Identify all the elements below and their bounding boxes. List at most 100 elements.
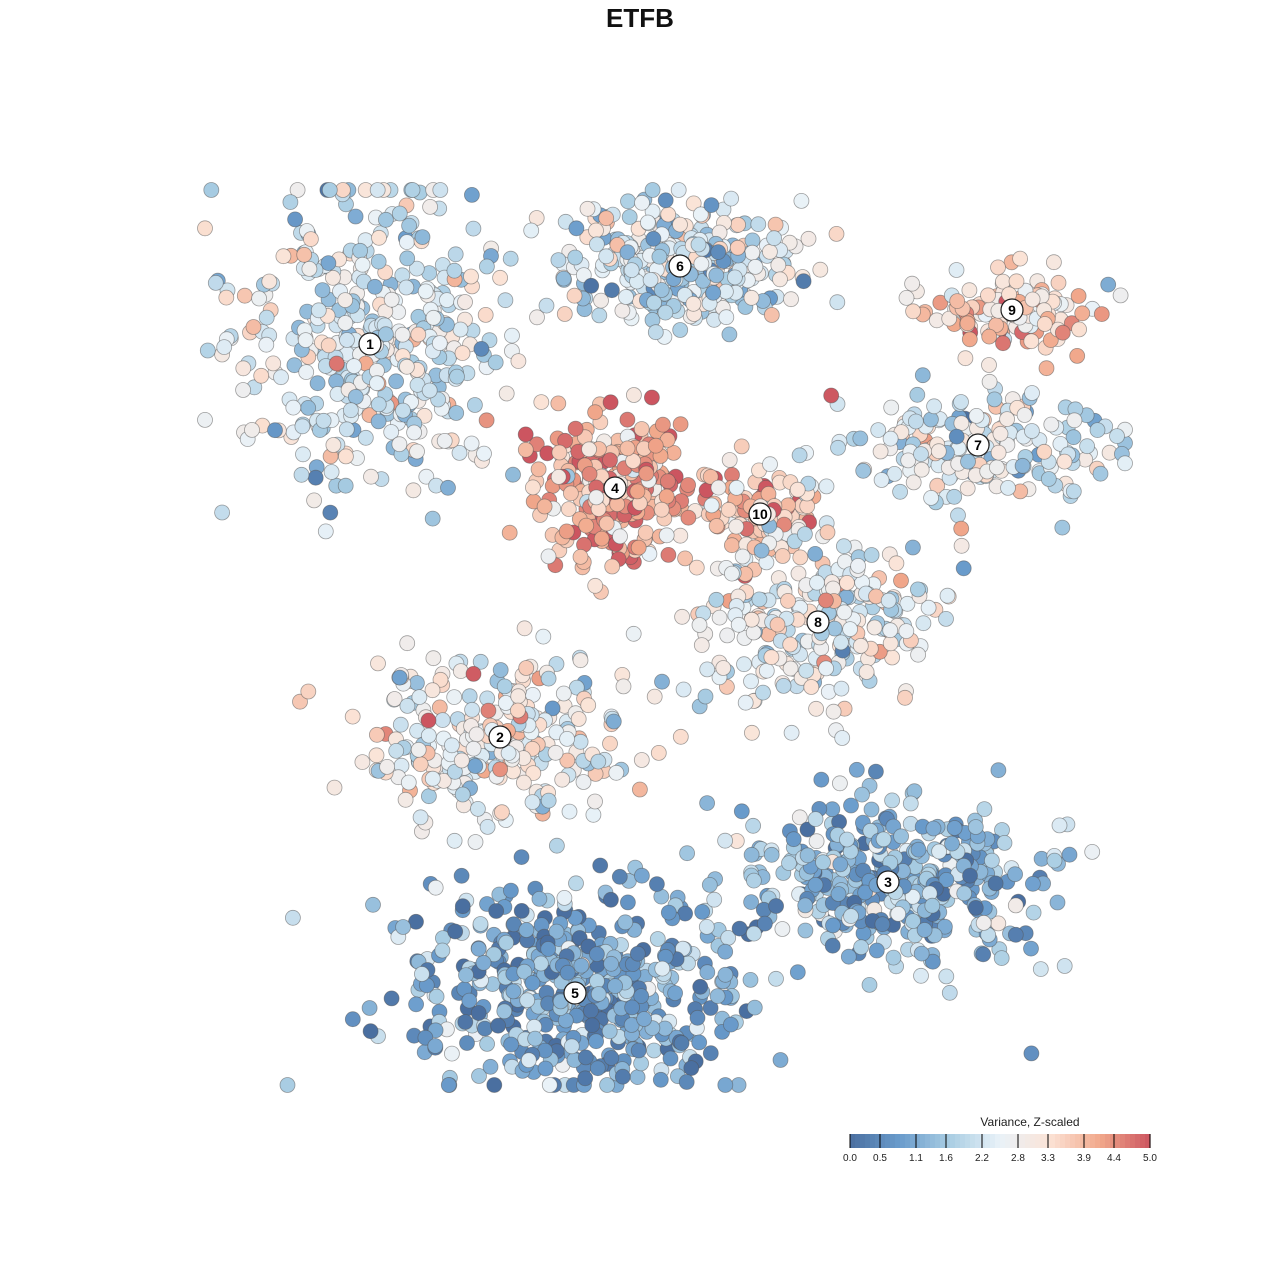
cell-point [886,465,903,482]
cell-point [946,820,963,836]
cell-point [699,661,716,678]
cell-point [672,527,689,544]
cell-point [834,730,851,746]
cell-point [399,250,416,267]
cell-point [848,761,865,778]
cell-point [347,208,364,225]
cell-point [420,788,437,805]
cell-point [199,342,216,359]
cell-point [990,762,1007,779]
cell-point [990,444,1007,461]
cell-point [893,828,909,845]
cell-point [421,382,438,399]
cell-point [584,1017,601,1034]
cell-point [868,942,885,959]
legend-gradient-segment [1050,1134,1056,1148]
cell-point [660,206,677,223]
legend-gradient-segment [1120,1134,1126,1148]
cell-point [480,702,497,719]
cell-point [404,182,421,198]
cell-point [630,539,647,556]
cell-point [598,515,615,532]
cell-point [744,724,760,741]
cell-point [793,192,810,209]
cell-point [253,367,270,384]
cell-point [866,619,883,636]
cell-point [547,744,564,761]
cell-point [650,745,667,761]
cell-point [602,735,618,752]
cell-point [497,292,514,309]
cell-point [691,617,708,633]
cell-point [968,407,985,424]
cell-point [863,547,880,563]
cell-point [368,726,385,743]
cell-point [605,713,622,730]
legend-gradient-segment [870,1134,876,1148]
cell-point [836,538,852,555]
cell-point [1043,416,1060,433]
cell-point [1079,438,1095,455]
cell-point [317,523,334,540]
legend-gradient-segment [905,1134,911,1148]
cell-point [589,946,605,962]
cell-point [688,559,705,576]
cell-point [640,214,656,231]
cell-point [463,435,480,452]
cell-point [790,565,807,582]
cell-point [501,524,518,541]
cell-point [598,248,615,265]
cell-point [604,282,620,299]
cell-point [328,355,345,372]
cell-point [717,966,734,983]
cell-point [607,978,623,994]
cell-point [470,940,487,957]
cell-point [533,394,550,411]
cell-point [371,229,387,246]
cell-point [354,754,371,770]
cell-point [498,934,515,951]
cell-point [425,309,442,326]
cell-point [949,293,966,310]
cell-point [723,190,739,207]
cell-point [1070,288,1087,304]
cell-point [1065,429,1082,446]
cell-point [447,246,464,263]
cell-point [651,248,668,265]
cell-point [454,345,471,362]
cell-point [603,891,619,908]
cell-point [815,854,831,871]
cell-point [657,192,674,209]
cell-point [807,877,824,893]
cell-point [807,811,824,827]
cell-point [490,1017,507,1034]
cell-point [457,294,473,310]
legend-gradient-segment [1055,1134,1061,1148]
cell-point [440,479,456,496]
cell-point [633,421,650,437]
cell-point [420,727,437,744]
cell-point [500,745,517,761]
cell-point [670,182,687,198]
cell-point [925,820,942,837]
cell-point [337,477,354,494]
cell-point [938,611,954,627]
cell-point [568,679,585,696]
cell-point [614,1068,631,1085]
legend-gradient-segment [895,1134,901,1148]
cell-point [493,804,510,821]
legend-gradient-segment [930,1134,936,1148]
cell-point [647,324,664,341]
cell-point [510,702,526,719]
cell-point [502,250,519,267]
cell-point [993,950,1010,966]
cell-point [623,262,640,279]
cell-point [772,271,788,288]
cell-point [653,501,670,518]
cell-point [591,307,608,324]
cell-point [578,517,595,534]
cell-point [703,197,720,214]
cell-point [633,1055,649,1072]
cell-point [717,1077,734,1093]
cell-point [893,572,909,589]
